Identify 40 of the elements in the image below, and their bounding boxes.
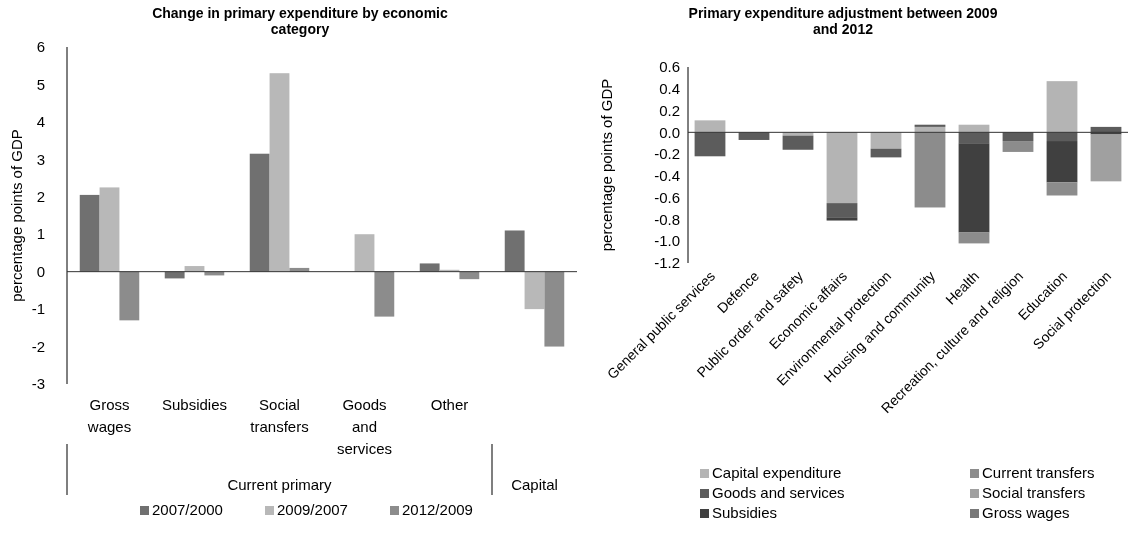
legend-label: Gross wages xyxy=(982,504,1070,521)
chart-title: Primary expenditure adjustment between 2009 and 2012 xyxy=(688,5,998,37)
legend-label: Social transfers xyxy=(982,484,1086,501)
legend-label: Goods and services xyxy=(712,484,845,501)
y-tick-label: -2 xyxy=(31,337,45,355)
y-tick-label: 0.4 xyxy=(659,80,680,98)
y-tick-label: 5 xyxy=(36,75,45,93)
y-tick-label: -0.8 xyxy=(654,210,680,228)
x-tick-label: Gross wages xyxy=(86,396,132,435)
y-tick-label: 1 xyxy=(36,225,45,243)
y-tick-label: -0.4 xyxy=(654,167,680,185)
y-tick-label: 3 xyxy=(36,150,45,168)
y-tick-label: -0.2 xyxy=(654,145,680,163)
chart-title: Change in primary expenditure by economic category xyxy=(152,5,449,37)
legend-label: Subsidies xyxy=(712,504,778,521)
legend-label: 2009/2007 xyxy=(277,501,348,518)
text: Current primary xyxy=(227,476,333,493)
y-axis-title: percentage points of GDP xyxy=(598,78,615,252)
y-tick-label: -1.0 xyxy=(654,232,680,250)
x-tick-label: Other xyxy=(430,396,469,413)
x-tick-label: Social transfers xyxy=(250,396,309,435)
y-tick-label: 0.6 xyxy=(659,58,680,76)
y-tick-label: -3 xyxy=(31,375,45,393)
legend-label: 2012/2009 xyxy=(402,501,473,518)
y-tick-label: 4 xyxy=(36,113,45,131)
text: Capital xyxy=(511,476,558,493)
y-tick-label: -1 xyxy=(31,300,45,318)
x-tick-label: Goods and services xyxy=(336,396,393,457)
legend-label: Current transfers xyxy=(982,464,1095,481)
y-tick-label: 0.0 xyxy=(659,123,680,141)
y-tick-label: 2 xyxy=(36,188,45,206)
y-tick-label: 0.2 xyxy=(659,101,680,119)
legend-label: 2007/2000 xyxy=(152,501,223,518)
y-axis-title: percentage points of GDP xyxy=(8,129,25,302)
y-tick-label: 6 xyxy=(36,38,45,56)
legend-label: Capital expenditure xyxy=(712,464,842,481)
y-tick-label: -0.6 xyxy=(654,188,680,206)
y-tick-label: 0 xyxy=(36,262,45,280)
x-tick-label: Subsidies xyxy=(161,396,228,413)
y-tick-label: -1.2 xyxy=(654,254,680,272)
